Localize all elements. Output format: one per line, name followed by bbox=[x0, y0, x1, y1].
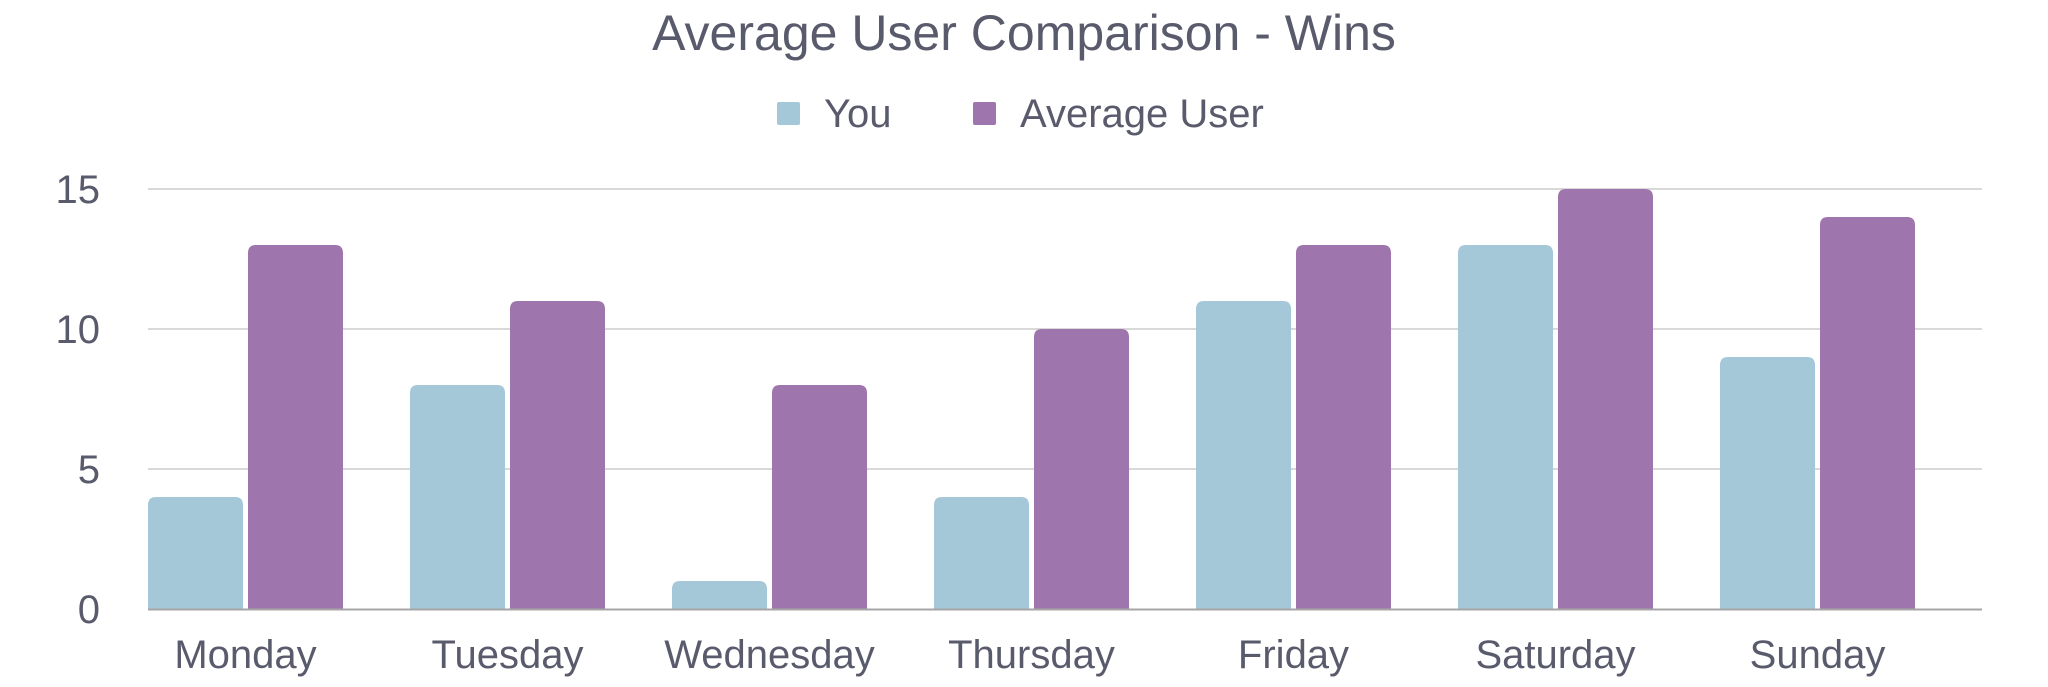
bars bbox=[148, 189, 1915, 609]
bar-you-tuesday[interactable] bbox=[410, 385, 505, 609]
x-axis-ticks: Monday Tuesday Wednesday Thursday Friday Satu… bbox=[174, 633, 1885, 677]
y-tick-label-15: 15 bbox=[56, 168, 101, 212]
bar-you-sunday[interactable] bbox=[1720, 357, 1815, 609]
bar-average-user-tuesday[interactable] bbox=[510, 301, 605, 609]
legend-label-you: You bbox=[824, 92, 892, 136]
bar-you-monday[interactable] bbox=[148, 497, 243, 609]
chart-title: Average User Comparison - Wins bbox=[652, 5, 1396, 61]
legend-item-you[interactable]: You bbox=[777, 92, 892, 136]
y-axis-ticks: 0 5 10 15 bbox=[56, 168, 101, 632]
legend-label-average-user: Average User bbox=[1020, 92, 1264, 136]
bar-average-user-friday[interactable] bbox=[1296, 245, 1391, 609]
bar-average-user-monday[interactable] bbox=[248, 245, 343, 609]
x-tick-label-friday: Friday bbox=[1238, 633, 1349, 677]
x-tick-label-saturday: Saturday bbox=[1475, 633, 1635, 677]
x-tick-label-tuesday: Tuesday bbox=[432, 633, 584, 677]
bar-average-user-sunday[interactable] bbox=[1820, 217, 1915, 609]
legend-item-average-user[interactable]: Average User bbox=[973, 92, 1264, 136]
bar-average-user-saturday[interactable] bbox=[1558, 189, 1653, 609]
bar-you-wednesday[interactable] bbox=[672, 581, 767, 609]
legend-swatch-you bbox=[777, 102, 800, 125]
y-tick-label-10: 10 bbox=[56, 308, 101, 352]
bar-average-user-thursday[interactable] bbox=[1034, 329, 1129, 609]
bar-you-saturday[interactable] bbox=[1458, 245, 1553, 609]
x-tick-label-monday: Monday bbox=[174, 633, 316, 677]
y-tick-label-0: 0 bbox=[78, 588, 100, 632]
bar-average-user-wednesday[interactable] bbox=[772, 385, 867, 609]
legend-swatch-average-user bbox=[973, 102, 996, 125]
legend: You Average User bbox=[777, 92, 1264, 136]
bar-you-friday[interactable] bbox=[1196, 301, 1291, 609]
x-tick-label-thursday: Thursday bbox=[948, 633, 1115, 677]
x-tick-label-sunday: Sunday bbox=[1750, 633, 1886, 677]
x-tick-label-wednesday: Wednesday bbox=[664, 633, 875, 677]
y-tick-label-5: 5 bbox=[78, 448, 100, 492]
bar-you-thursday[interactable] bbox=[934, 497, 1029, 609]
